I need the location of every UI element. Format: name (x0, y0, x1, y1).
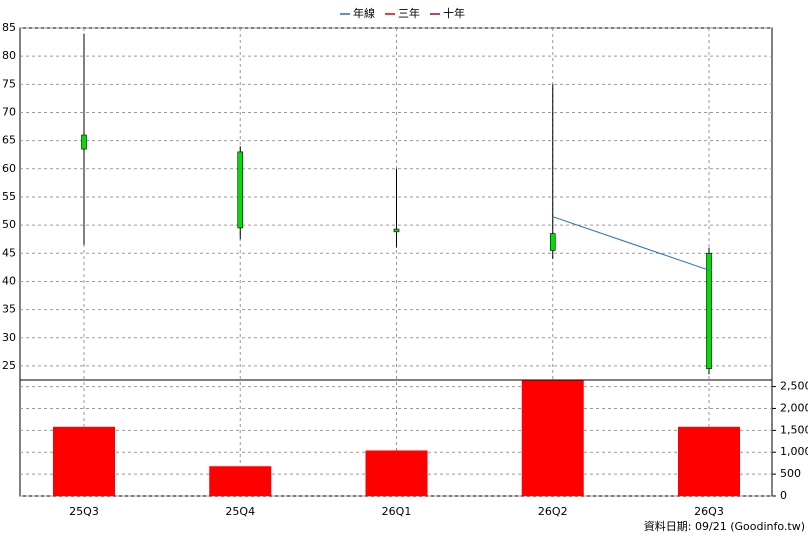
candle-body (393, 228, 400, 233)
y2-tick-label: 2,000 (780, 401, 808, 414)
candle-body (81, 134, 87, 150)
volume-bar (209, 466, 272, 496)
y-tick-label: 25 (2, 359, 16, 372)
y-tick-label: 75 (2, 77, 16, 90)
candle-body (706, 252, 712, 370)
y2-tick-label: 500 (780, 467, 801, 480)
y-tick-label: 80 (2, 49, 16, 62)
x-tick-label: 26Q3 (694, 505, 724, 518)
legend-label: 十年 (443, 6, 465, 20)
y2-tick-label: 2,500 (780, 380, 808, 393)
volume-bar (678, 426, 740, 496)
y-tick-label: 85 (2, 21, 16, 34)
y-tick-label: 45 (2, 246, 16, 259)
y-tick-label: 55 (2, 190, 16, 203)
y-tick-label: 30 (2, 331, 16, 344)
candle-body (237, 151, 244, 229)
y2-tick-label: 1,500 (780, 423, 808, 436)
volume-bar (521, 380, 584, 496)
y-tick-label: 35 (2, 303, 16, 316)
volume-bar (365, 450, 428, 496)
y-tick-label: 70 (2, 105, 16, 118)
x-tick-label: 26Q2 (538, 505, 568, 518)
legend-label: 三年 (398, 6, 420, 20)
y-tick-label: 50 (2, 218, 16, 231)
y2-tick-label: 1,000 (780, 445, 808, 458)
y-tick-label: 60 (2, 162, 16, 175)
legend-label: 年線 (353, 6, 375, 20)
volume-bar (53, 426, 115, 496)
y2-tick-label: 0 (780, 489, 787, 502)
y-tick-label: 65 (2, 134, 16, 147)
x-tick-label: 25Q4 (225, 505, 255, 518)
y-tick-label: 40 (2, 274, 16, 287)
x-tick-label: 26Q1 (382, 505, 412, 518)
x-tick-label: 25Q3 (69, 505, 99, 518)
candle-body (549, 233, 556, 251)
source-note: 資料日期: 09/21 (Goodinfo.tw) (644, 519, 805, 533)
series-line (552, 216, 710, 271)
